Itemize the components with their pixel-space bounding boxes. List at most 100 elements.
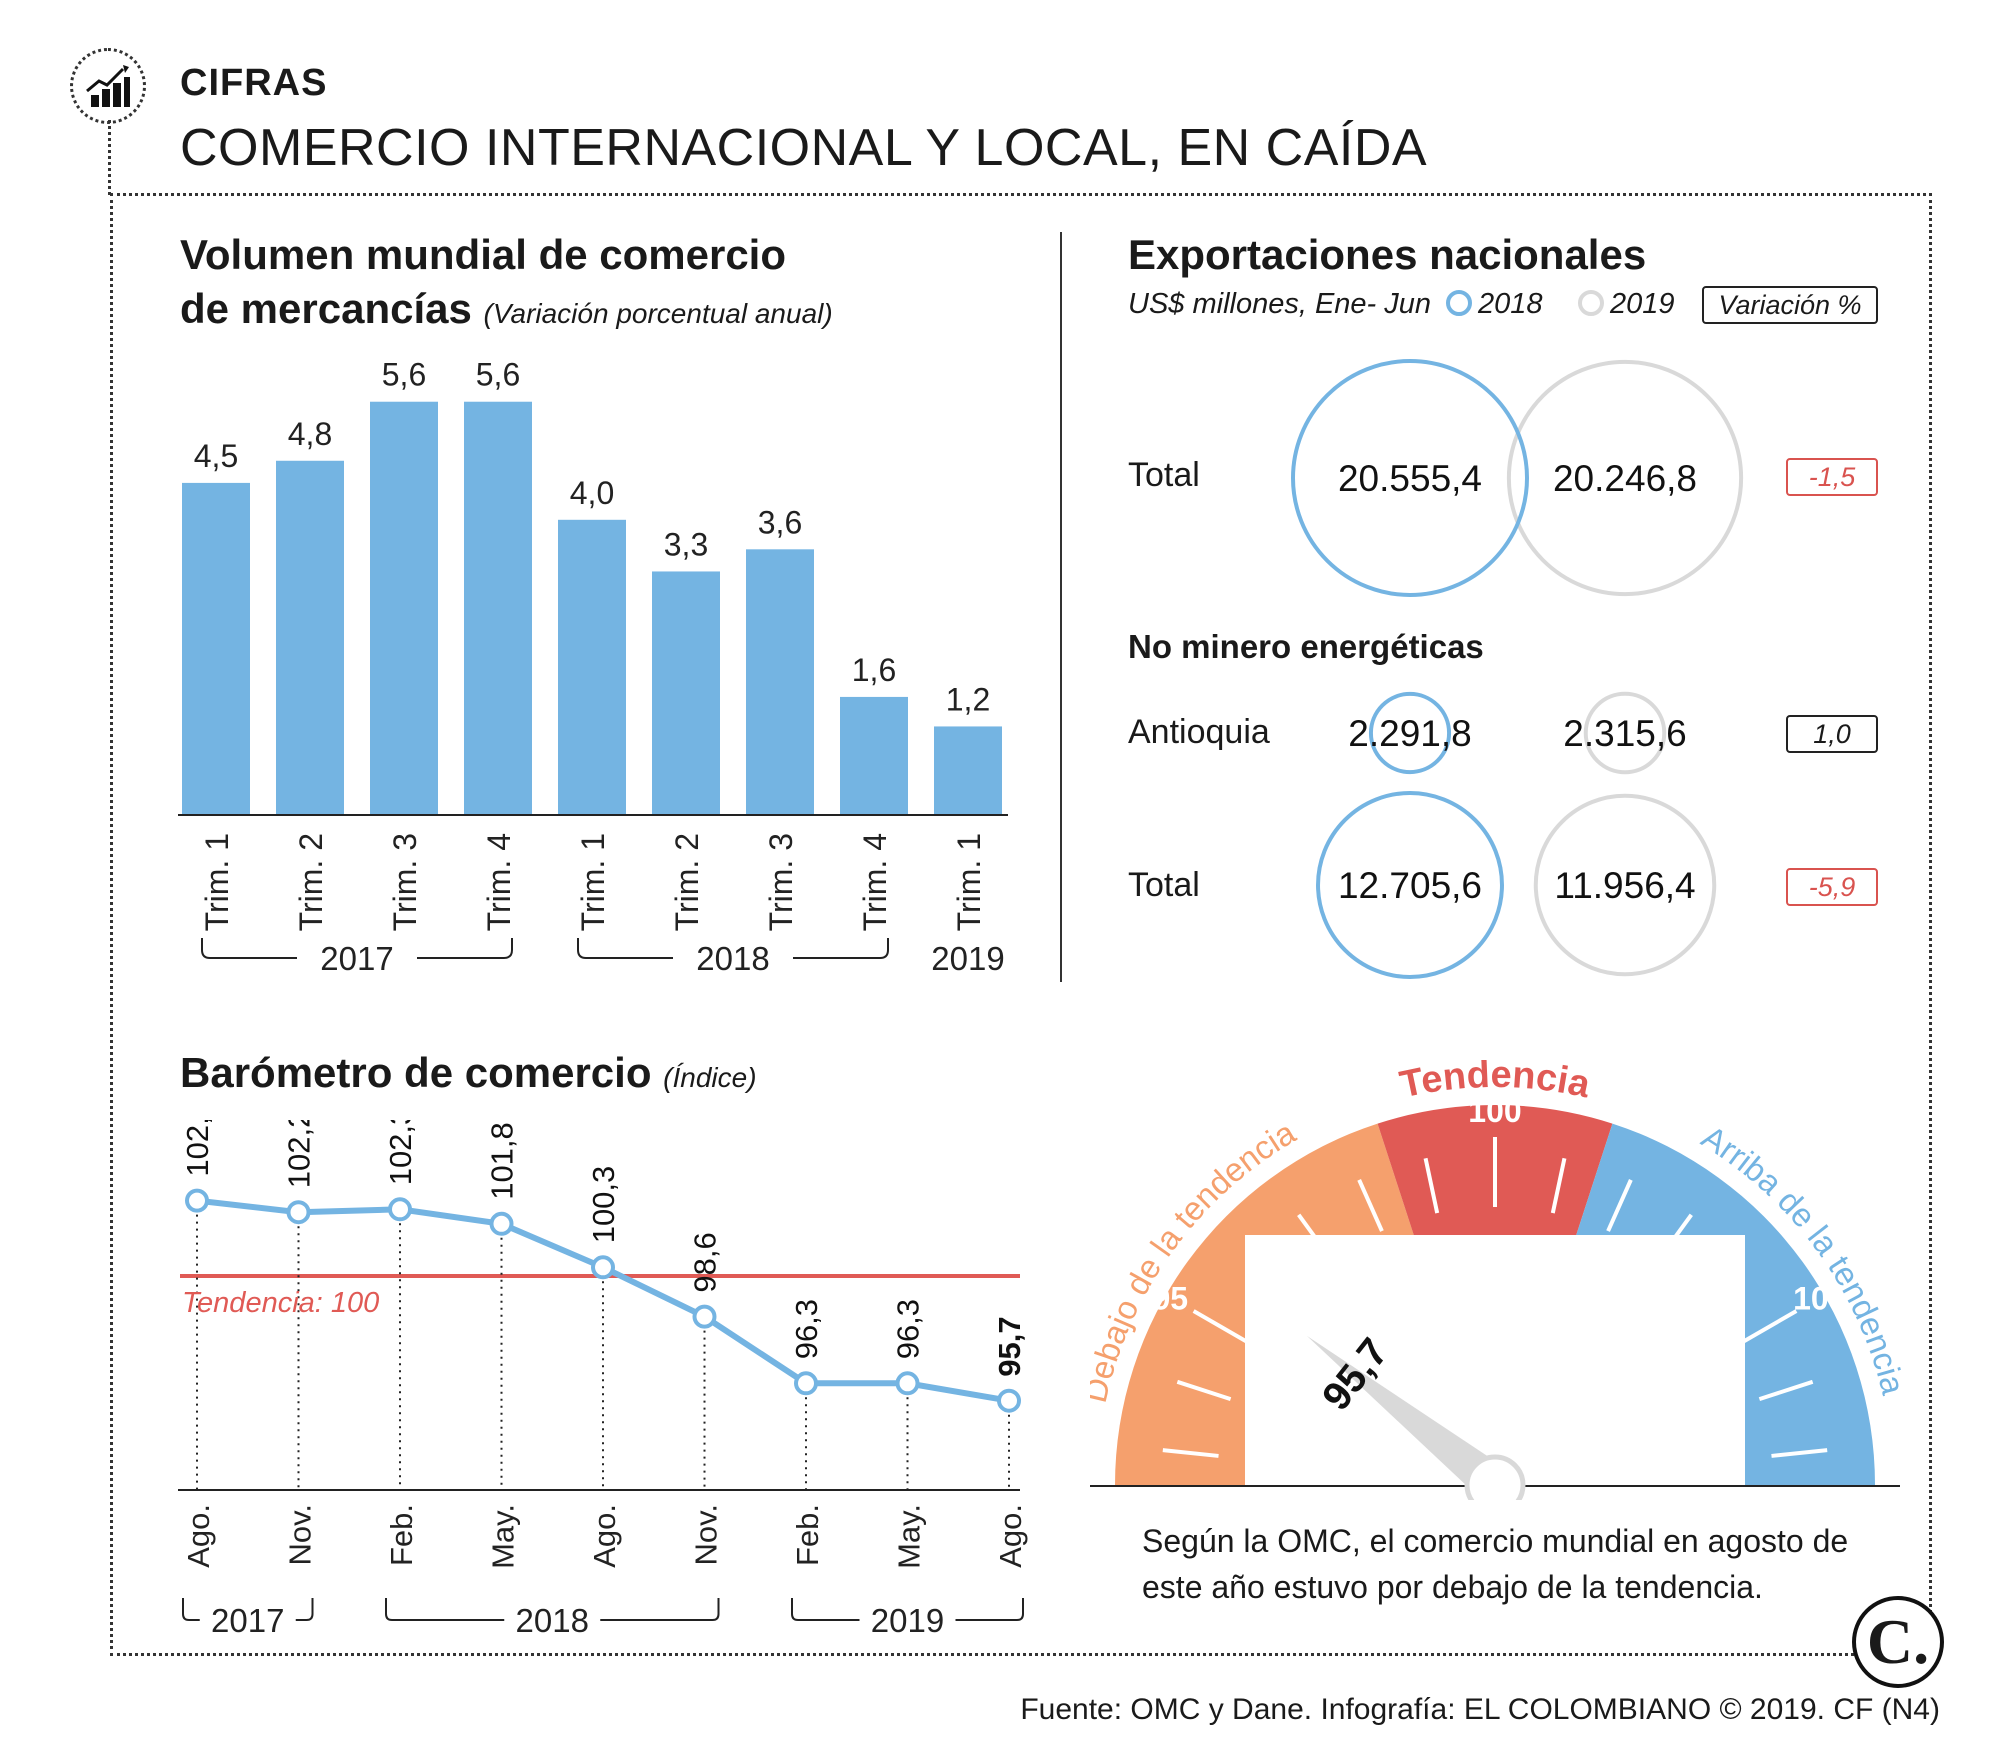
- data-point: [692, 1304, 717, 1329]
- year-bracket-right: [295, 1598, 314, 1621]
- gauge-tick: [1176, 1379, 1232, 1401]
- gauge-tick-label: 95: [1152, 1281, 1188, 1317]
- month-label: Ago.: [181, 1504, 216, 1568]
- bar-value-label: 4,5: [194, 438, 238, 474]
- bar-value-label: 5,6: [382, 360, 426, 393]
- data-point: [794, 1371, 818, 1396]
- legend-2018-label: 2018: [1478, 288, 1543, 320]
- year-group-label: 2019: [931, 940, 1004, 977]
- row-label-antioquia: Antioquia: [1128, 713, 1270, 751]
- year-bracket-left: [791, 1598, 860, 1621]
- gauge-tick: [1423, 1157, 1440, 1214]
- section-kicker: CIFRAS: [180, 62, 328, 104]
- gauge-tick: [1550, 1157, 1567, 1214]
- month-label: Nov.: [689, 1504, 724, 1565]
- growth-chart-icon: [86, 65, 130, 107]
- gauge-tick: [1192, 1309, 1256, 1348]
- year-bracket-left: [201, 938, 297, 959]
- gauge-inner-fill: [1245, 1235, 1745, 1500]
- data-point: [591, 1255, 615, 1280]
- bar-value-label: 3,6: [758, 504, 802, 540]
- year-bracket-right: [600, 1598, 720, 1621]
- row-label-total-nme: Total: [1128, 866, 1200, 904]
- bar-category-label: Trim. 1: [575, 833, 611, 931]
- year-bracket-left: [182, 1598, 200, 1621]
- gauge-tick-label: 105: [1793, 1281, 1846, 1317]
- bubble-2018: [1316, 791, 1504, 979]
- gauge-tick: [1734, 1309, 1798, 1348]
- exports-subtitle: US$ millones, Ene- Jun: [1128, 288, 1432, 320]
- month-label: Nov.: [283, 1504, 318, 1565]
- data-point: [286, 1200, 311, 1225]
- bubble-2018: [1291, 359, 1529, 597]
- data-point: [388, 1197, 412, 1222]
- page-title: COMERCIO INTERNACIONAL Y LOCAL, EN CAÍDA: [180, 119, 1428, 177]
- gauge-tick: [1606, 1179, 1633, 1232]
- year-group-label: 2018: [696, 940, 769, 977]
- bubble-2019-value: 20.246,8: [1553, 458, 1697, 499]
- bubble-2018-value: 12.705,6: [1338, 865, 1482, 906]
- source-credit: Fuente: OMC y Dane. Infografía: EL COLOM…: [1020, 1693, 1940, 1726]
- gauge-tick: [1700, 1260, 1745, 1301]
- bar-value-label: 3,3: [664, 526, 708, 562]
- bar: [840, 696, 908, 815]
- month-label: Feb.: [790, 1504, 825, 1566]
- bar-value-label: 4,0: [570, 475, 614, 511]
- data-point: [185, 1188, 209, 1213]
- data-point-label: 98,6: [688, 1232, 723, 1292]
- data-point: [489, 1211, 514, 1236]
- year-group-label: 2019: [871, 1602, 944, 1639]
- gauge-note: Según la OMC, el comercio mundial en ago…: [1142, 1523, 1849, 1605]
- bar-category-label: Trim. 3: [763, 833, 799, 931]
- no-minero-subheading: No minero energéticas: [1128, 628, 1484, 665]
- data-point-label: 96,3: [789, 1299, 824, 1359]
- bar-category-label: Trim. 2: [293, 833, 329, 931]
- bar-chart-title: Volumen mundial de comercio de mercancía…: [180, 228, 833, 341]
- trend-label-value: 100: [331, 1287, 379, 1319]
- month-label: Ago.: [587, 1504, 622, 1568]
- row-label-total: Total: [1128, 456, 1200, 494]
- bar-category-label: Trim. 4: [481, 833, 517, 931]
- month-label: Ago.: [993, 1504, 1028, 1568]
- month-label: May.: [892, 1504, 927, 1569]
- gauge-needle-hub: [1464, 1454, 1526, 1500]
- barometer-gauge: 95100105Debajo de la tendenciaTendenciaA…: [1090, 1060, 1910, 1500]
- legend-2018-swatch: [1446, 290, 1472, 316]
- gauge-tick: [1758, 1379, 1814, 1401]
- bubble-2019-value: 11.956,4: [1554, 865, 1695, 906]
- bar-category-label: Trim. 2: [669, 833, 705, 931]
- bar-category-label: Trim. 4: [857, 833, 893, 931]
- gauge-tick: [1245, 1260, 1290, 1301]
- gauge-tick: [1771, 1448, 1828, 1458]
- trend-label: Tendencia: 100: [182, 1287, 379, 1319]
- bar-value-label: 5,6: [476, 360, 520, 393]
- bar: [464, 401, 532, 815]
- content-frame: [110, 193, 1932, 1656]
- variation-badge-antioquia: 1,0: [1786, 715, 1878, 753]
- bar-chart-subtitle: (Variación porcentual anual): [483, 298, 833, 329]
- gauge-tick: [1656, 1213, 1693, 1262]
- line-chart-title-text: Barómetro de comercio: [180, 1049, 652, 1096]
- cifras-logo: [70, 48, 146, 124]
- year-group-label: 2018: [516, 1602, 589, 1639]
- gauge-tick-label: 100: [1468, 1093, 1521, 1129]
- data-point-label: 101,8: [485, 1122, 520, 1200]
- bar-category-label: Trim. 1: [199, 833, 235, 931]
- year-bracket-right: [955, 1598, 1024, 1621]
- legend-2019-label: 2019: [1610, 288, 1675, 320]
- bubble-2018: [1368, 691, 1452, 775]
- column-divider: [1060, 232, 1062, 982]
- bar-chart-title-line1: Volumen mundial de comercio: [180, 231, 787, 278]
- data-point-label: 100,3: [586, 1166, 621, 1244]
- bar: [558, 519, 626, 815]
- bubble-2019: [1583, 691, 1667, 775]
- gauge-tick: [1297, 1213, 1334, 1262]
- bar: [276, 460, 344, 815]
- bubble-2019: [1533, 793, 1717, 977]
- exports-title: Exportaciones nacionales: [1128, 231, 1647, 278]
- legend-2019-swatch: [1578, 290, 1604, 316]
- bubble-2019-value: 2.315,6: [1563, 713, 1686, 754]
- bar-value-label: 1,6: [852, 652, 896, 688]
- data-point-label: 102,3: [383, 1120, 418, 1185]
- data-point-label: 102,6: [180, 1120, 215, 1177]
